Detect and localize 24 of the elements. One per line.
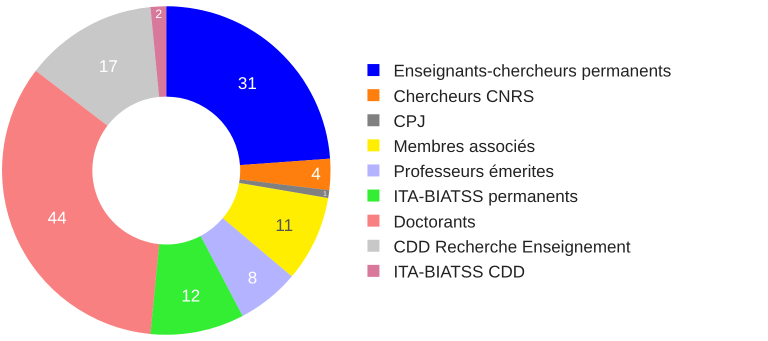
donut-slice <box>36 7 160 126</box>
data-label: 8 <box>248 268 258 288</box>
legend-label: CPJ <box>393 112 426 131</box>
donut-slice <box>2 70 160 334</box>
donut-slice <box>150 236 243 335</box>
donut-slice <box>150 6 166 97</box>
legend-label: Doctorants <box>393 212 476 232</box>
data-label: 2 <box>155 6 162 21</box>
legend-label: ITA-BIATSS permanents <box>393 187 578 206</box>
data-label: 4 <box>311 164 321 184</box>
data-label: 31 <box>238 74 257 93</box>
donut-slice <box>239 179 330 198</box>
legend-label: ITA-BIATSS CDD <box>393 262 526 282</box>
legend-label: Professeurs émerites <box>393 162 554 182</box>
legend-label: Chercheurs CNRS <box>393 86 534 106</box>
legend-label: Membres associés <box>393 136 536 156</box>
legend-label: CDD Recherche Enseignement <box>393 237 631 256</box>
donut-slice <box>240 158 330 190</box>
data-label: 44 <box>48 208 67 228</box>
data-label: 12 <box>181 286 200 306</box>
donut-slice <box>200 218 292 316</box>
donut-slice <box>166 6 330 166</box>
legend-label: Enseignants-chercheurs permanents <box>393 62 672 81</box>
data-label: 11 <box>275 216 294 235</box>
